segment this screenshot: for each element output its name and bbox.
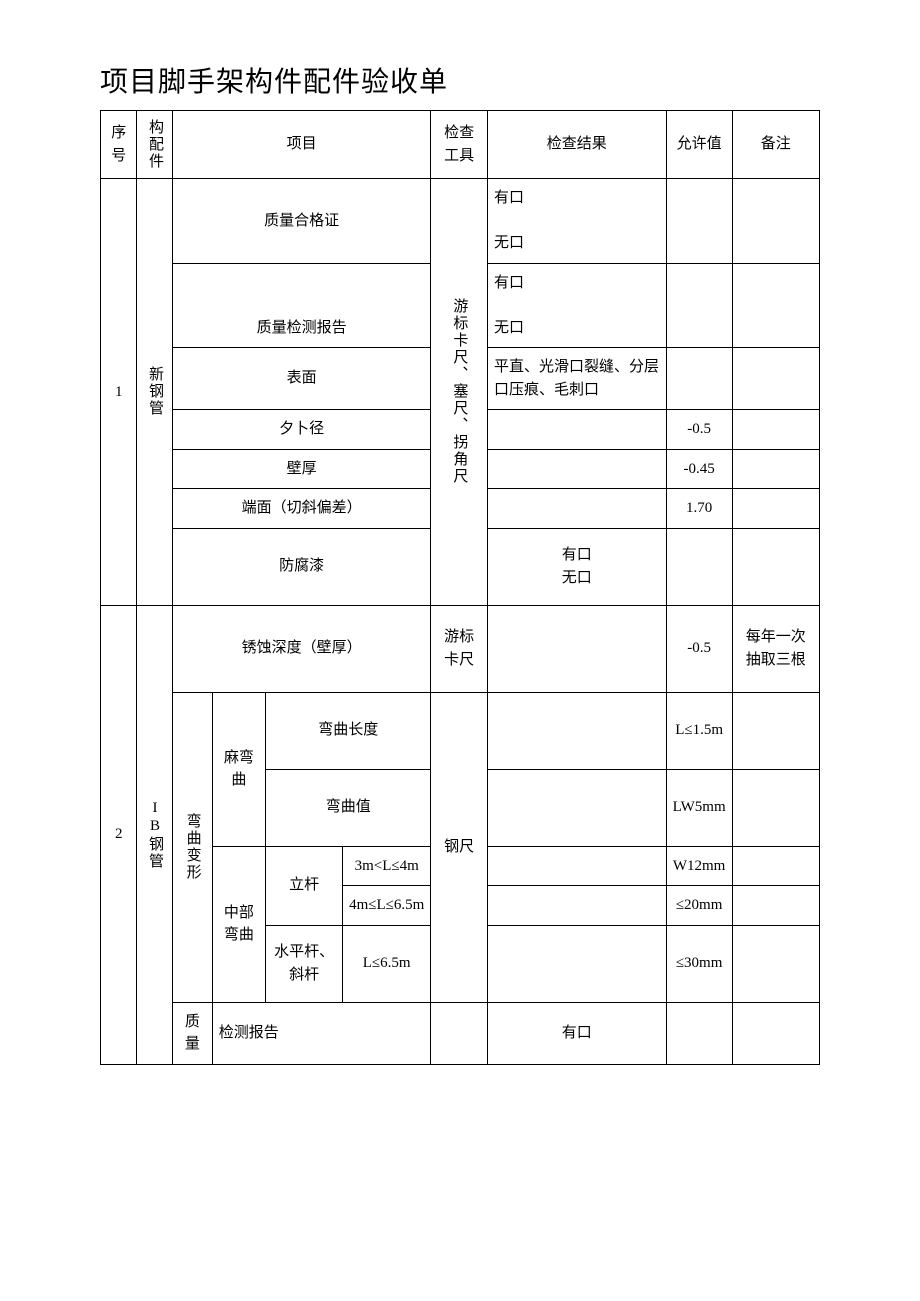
header-item: 项目: [172, 111, 430, 179]
header-seq: 序号: [101, 111, 137, 179]
item-cell: 质量检测报告: [172, 263, 430, 348]
item-cell: 锈蚀深度（壁厚）: [172, 605, 430, 692]
header-component: 构配件: [137, 111, 173, 179]
result-cell: 有口 无口: [487, 179, 666, 264]
remark-cell: [732, 263, 819, 348]
allowed-cell: ≤30mm: [666, 925, 732, 1002]
remark-cell: [732, 528, 819, 605]
table-row: 弯曲变形 麻弯曲 弯曲长度 钢尺 L≤1.5m: [101, 692, 820, 769]
remark-cell: [732, 692, 819, 769]
result-cell: [487, 489, 666, 529]
item-cell: L≤6.5m: [343, 925, 431, 1002]
allowed-cell: [666, 348, 732, 410]
tool-cell: 游标卡尺: [431, 605, 488, 692]
bend-group-cell: 弯曲变形: [172, 692, 212, 1002]
item-cell: 弯曲长度: [266, 692, 431, 769]
pole-cell: 立杆: [266, 846, 343, 925]
inspection-table: 序号 构配件 项目 检查工具 检查结果 允许值 备注 1 新钢管 质量合格证 游…: [100, 110, 820, 1065]
remark-cell: [732, 925, 819, 1002]
header-allowed: 允许值: [666, 111, 732, 179]
item-cell: 夕卜径: [172, 410, 430, 450]
slight-bend-cell: 麻弯曲: [212, 692, 265, 846]
result-cell: [487, 410, 666, 450]
allowed-cell: -0.5: [666, 605, 732, 692]
allowed-cell: L≤1.5m: [666, 692, 732, 769]
header-result: 检查结果: [487, 111, 666, 179]
result-cell: 有口 无口: [487, 528, 666, 605]
header-remark: 备注: [732, 111, 819, 179]
remark-cell: [732, 886, 819, 926]
seq-cell: 2: [101, 605, 137, 1064]
remark-cell: [732, 1002, 819, 1064]
remark-cell: [732, 348, 819, 410]
result-cell: [487, 769, 666, 846]
tool-cell: 钢尺: [431, 692, 488, 1002]
item-cell: 壁厚: [172, 449, 430, 489]
result-cell: 有口: [487, 1002, 666, 1064]
remark-cell: [732, 410, 819, 450]
item-cell: 4m≤L≤6.5m: [343, 886, 431, 926]
remark-cell: [732, 769, 819, 846]
item-cell: 检测报告: [212, 1002, 431, 1064]
allowed-cell: LW5mm: [666, 769, 732, 846]
remark-cell: [732, 846, 819, 886]
result-cell: [487, 846, 666, 886]
result-cell: [487, 692, 666, 769]
tool-cell: 游标卡尺、塞尺、拐角尺: [431, 179, 488, 606]
table-row: 质量 检测报告 有口: [101, 1002, 820, 1064]
result-cell: 平直、光滑口裂缝、分层口压痕、毛刺口: [487, 348, 666, 410]
remark-cell: [732, 179, 819, 264]
header-tool: 检查工具: [431, 111, 488, 179]
seq-cell: 1: [101, 179, 137, 606]
remark-cell: [732, 449, 819, 489]
item-cell: 3m<L≤4m: [343, 846, 431, 886]
component-cell: 新钢管: [137, 179, 173, 606]
horiz-cell: 水平杆、斜杆: [266, 925, 343, 1002]
result-cell: [487, 925, 666, 1002]
tool-cell: [431, 1002, 488, 1064]
table-row: 2 IB钢管 锈蚀深度（壁厚） 游标卡尺 -0.5 每年一次抽取三根: [101, 605, 820, 692]
mid-bend-cell: 中部弯曲: [212, 846, 265, 1002]
allowed-cell: [666, 179, 732, 264]
result-cell: [487, 449, 666, 489]
item-cell: 端面（切斜偏差）: [172, 489, 430, 529]
quality-cell: 质量: [172, 1002, 212, 1064]
allowed-cell: [666, 263, 732, 348]
table-row: 1 新钢管 质量合格证 游标卡尺、塞尺、拐角尺 有口 无口: [101, 179, 820, 264]
allowed-cell: [666, 1002, 732, 1064]
item-cell: 弯曲值: [266, 769, 431, 846]
result-cell: [487, 886, 666, 926]
table-header-row: 序号 构配件 项目 检查工具 检查结果 允许值 备注: [101, 111, 820, 179]
allowed-cell: ≤20mm: [666, 886, 732, 926]
result-cell: [487, 605, 666, 692]
item-cell: 表面: [172, 348, 430, 410]
component-cell: IB钢管: [137, 605, 173, 1064]
remark-cell: 每年一次抽取三根: [732, 605, 819, 692]
page-title: 项目脚手架构件配件验收单: [100, 60, 820, 100]
item-cell: 质量合格证: [172, 179, 430, 264]
result-cell: 有口 无口: [487, 263, 666, 348]
allowed-cell: [666, 528, 732, 605]
allowed-cell: 1.70: [666, 489, 732, 529]
allowed-cell: -0.45: [666, 449, 732, 489]
allowed-cell: W12mm: [666, 846, 732, 886]
allowed-cell: -0.5: [666, 410, 732, 450]
item-cell: 防腐漆: [172, 528, 430, 605]
remark-cell: [732, 489, 819, 529]
